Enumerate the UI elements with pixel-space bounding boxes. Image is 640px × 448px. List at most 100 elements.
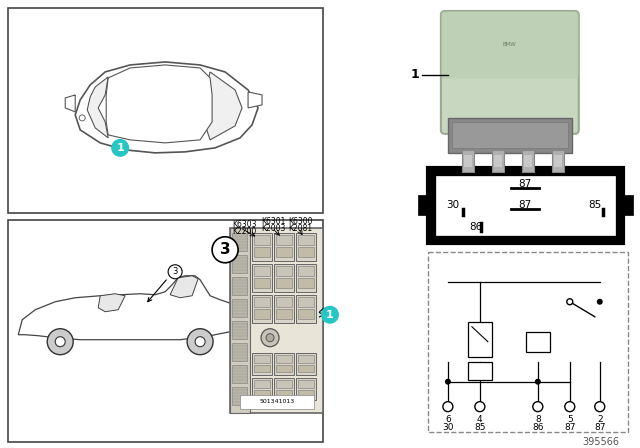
Bar: [254, 247, 270, 257]
Bar: [298, 309, 314, 319]
Circle shape: [266, 334, 274, 342]
Bar: [276, 235, 292, 245]
Bar: [468, 322, 492, 357]
Bar: [232, 233, 247, 251]
PathPatch shape: [76, 62, 258, 153]
Text: BMW: BMW: [503, 43, 516, 47]
Text: 395566: 395566: [583, 437, 620, 447]
Text: 87: 87: [518, 179, 531, 189]
Bar: [276, 379, 292, 388]
Text: 5: 5: [567, 415, 573, 424]
Text: K6301: K6301: [261, 217, 285, 226]
Text: K6300: K6300: [288, 217, 312, 226]
PathPatch shape: [170, 276, 198, 298]
Circle shape: [475, 402, 485, 412]
Bar: [298, 266, 314, 276]
Bar: [418, 195, 430, 215]
Bar: [8, 8, 323, 213]
Bar: [276, 309, 292, 319]
PathPatch shape: [65, 95, 76, 112]
Text: K2200: K2200: [232, 227, 257, 236]
Bar: [232, 365, 247, 383]
Bar: [274, 264, 294, 292]
Bar: [298, 297, 314, 307]
Bar: [230, 228, 323, 413]
Bar: [621, 195, 633, 215]
Circle shape: [55, 337, 65, 347]
Bar: [232, 255, 247, 273]
Text: 2: 2: [597, 415, 603, 424]
Text: 30: 30: [446, 200, 460, 210]
Bar: [254, 278, 270, 288]
Text: K2003: K2003: [261, 224, 285, 233]
Text: 86: 86: [532, 423, 543, 432]
Bar: [524, 155, 532, 167]
Bar: [298, 365, 314, 372]
Bar: [274, 353, 294, 375]
Circle shape: [47, 329, 73, 355]
Circle shape: [564, 402, 575, 412]
Bar: [254, 309, 270, 319]
Text: 85: 85: [474, 423, 486, 432]
Bar: [254, 390, 270, 396]
Text: 1: 1: [410, 69, 419, 82]
Bar: [296, 353, 316, 375]
Bar: [254, 266, 270, 276]
Text: 30: 30: [442, 423, 454, 432]
Text: 86: 86: [469, 222, 483, 232]
Bar: [254, 297, 270, 307]
Circle shape: [445, 379, 451, 385]
Circle shape: [195, 337, 205, 347]
PathPatch shape: [87, 77, 108, 138]
Bar: [526, 332, 550, 352]
Bar: [276, 390, 292, 396]
Bar: [252, 353, 272, 375]
Text: 4: 4: [477, 415, 483, 424]
Bar: [428, 252, 628, 431]
Bar: [252, 233, 272, 261]
Circle shape: [443, 402, 453, 412]
Circle shape: [596, 299, 603, 305]
Text: 85: 85: [588, 200, 602, 210]
Bar: [254, 365, 270, 372]
Bar: [428, 168, 623, 243]
Bar: [276, 355, 292, 363]
Circle shape: [535, 379, 541, 385]
FancyBboxPatch shape: [441, 11, 579, 134]
Text: 87: 87: [564, 423, 575, 432]
Bar: [296, 378, 316, 400]
Circle shape: [212, 237, 238, 263]
Bar: [232, 277, 247, 295]
Bar: [232, 321, 247, 339]
Bar: [554, 155, 562, 167]
Bar: [296, 295, 316, 323]
Circle shape: [533, 402, 543, 412]
Circle shape: [168, 265, 182, 279]
Bar: [240, 395, 314, 409]
Bar: [298, 247, 314, 257]
Bar: [232, 387, 247, 405]
Bar: [254, 235, 270, 245]
Text: 8: 8: [535, 415, 541, 424]
Bar: [298, 390, 314, 396]
Bar: [436, 176, 615, 235]
Bar: [298, 235, 314, 245]
Bar: [274, 233, 294, 261]
Text: 1: 1: [116, 143, 124, 153]
Bar: [276, 247, 292, 257]
Bar: [232, 343, 247, 361]
Bar: [298, 278, 314, 288]
Text: 3: 3: [172, 267, 178, 276]
Bar: [276, 297, 292, 307]
PathPatch shape: [248, 92, 262, 108]
Bar: [274, 378, 294, 400]
Bar: [252, 264, 272, 292]
Bar: [492, 150, 504, 172]
Text: 3: 3: [220, 242, 230, 257]
Text: K2081: K2081: [288, 224, 312, 233]
Bar: [452, 122, 568, 148]
Circle shape: [595, 402, 605, 412]
FancyBboxPatch shape: [441, 11, 579, 79]
Bar: [494, 155, 502, 167]
Bar: [276, 266, 292, 276]
